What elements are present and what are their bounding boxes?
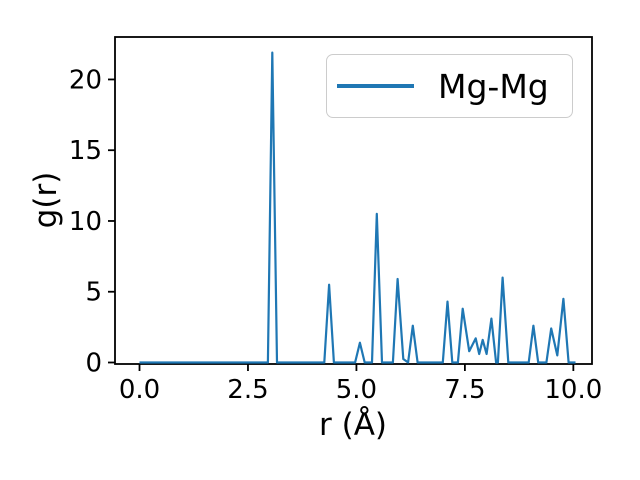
y-tick-label: 5 xyxy=(85,278,102,308)
y-tick-label: 0 xyxy=(85,349,102,379)
legend-line-sample xyxy=(337,84,414,88)
legend-label: Mg-Mg xyxy=(438,66,549,106)
y-tick-label: 15 xyxy=(69,136,102,166)
legend: Mg-Mg xyxy=(326,54,573,118)
y-tick-label: 20 xyxy=(69,65,102,95)
x-tick-label: 5.0 xyxy=(336,375,377,405)
x-tick-label: 0.0 xyxy=(119,375,160,405)
y-tick-label: 10 xyxy=(69,207,102,237)
x-tick-label: 10.0 xyxy=(544,375,602,405)
axes-spines xyxy=(114,36,593,365)
rdf-line-mg-mg xyxy=(139,51,576,364)
x-axis-label: r (Å) xyxy=(319,407,387,443)
x-tick-label: 7.5 xyxy=(444,375,485,405)
y-axis-label: g(r) xyxy=(28,171,64,229)
x-tick-label: 2.5 xyxy=(227,375,268,405)
